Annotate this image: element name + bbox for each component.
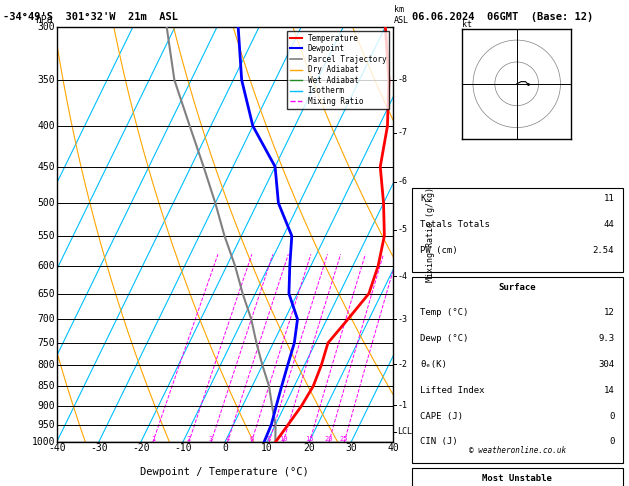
Text: 500: 500	[37, 198, 55, 208]
Text: 0: 0	[222, 443, 228, 453]
Text: 400: 400	[37, 121, 55, 131]
Text: -6: -6	[397, 177, 407, 186]
Text: 550: 550	[37, 231, 55, 241]
Text: kt: kt	[462, 20, 472, 29]
Text: PW (cm): PW (cm)	[420, 246, 458, 255]
Text: Surface: Surface	[499, 283, 536, 292]
Text: 11: 11	[604, 194, 615, 203]
Text: 06.06.2024  06GMT  (Base: 12): 06.06.2024 06GMT (Base: 12)	[412, 12, 593, 22]
Text: -3: -3	[397, 314, 407, 324]
Text: -34°49'S  301°32'W  21m  ASL: -34°49'S 301°32'W 21m ASL	[3, 12, 178, 22]
Text: 20: 20	[325, 436, 333, 442]
Text: -10: -10	[174, 443, 192, 453]
Text: LCL: LCL	[397, 427, 412, 436]
Text: Dewp (°C): Dewp (°C)	[420, 334, 469, 343]
Text: 1000: 1000	[31, 437, 55, 447]
Text: 850: 850	[37, 381, 55, 391]
Text: K: K	[420, 194, 426, 203]
Text: 20: 20	[303, 443, 315, 453]
Text: CIN (J): CIN (J)	[420, 437, 458, 446]
Text: Dewpoint / Temperature (°C): Dewpoint / Temperature (°C)	[140, 467, 309, 477]
Legend: Temperature, Dewpoint, Parcel Trajectory, Dry Adiabat, Wet Adiabat, Isotherm, Mi: Temperature, Dewpoint, Parcel Trajectory…	[287, 31, 389, 109]
Text: 304: 304	[598, 360, 615, 369]
Text: θₑ(K): θₑ(K)	[420, 360, 447, 369]
Text: -4: -4	[397, 272, 407, 280]
Text: -20: -20	[132, 443, 150, 453]
Text: -40: -40	[48, 443, 65, 453]
Text: 6: 6	[249, 436, 253, 442]
Text: 44: 44	[604, 220, 615, 229]
Text: 25: 25	[340, 436, 348, 442]
Text: 2.54: 2.54	[593, 246, 615, 255]
Text: Totals Totals: Totals Totals	[420, 220, 490, 229]
Text: 350: 350	[37, 75, 55, 85]
Text: 800: 800	[37, 360, 55, 370]
Text: 750: 750	[37, 338, 55, 348]
Text: Mixing Ratio (g/kg): Mixing Ratio (g/kg)	[426, 187, 435, 282]
Text: 1: 1	[151, 436, 155, 442]
Text: 0: 0	[609, 412, 615, 420]
Text: 9.3: 9.3	[598, 334, 615, 343]
Text: 30: 30	[345, 443, 357, 453]
Text: 10: 10	[261, 443, 273, 453]
Text: 2: 2	[187, 436, 191, 442]
Text: hPa: hPa	[35, 15, 52, 25]
Text: -1: -1	[397, 400, 407, 410]
Text: 14: 14	[604, 386, 615, 395]
Text: -30: -30	[90, 443, 108, 453]
Text: 300: 300	[37, 22, 55, 32]
Text: km
ASL: km ASL	[394, 5, 409, 25]
Text: 40: 40	[387, 443, 399, 453]
Text: 950: 950	[37, 419, 55, 430]
Text: -8: -8	[397, 75, 407, 85]
Text: 0: 0	[609, 437, 615, 446]
Text: 600: 600	[37, 261, 55, 271]
Text: CAPE (J): CAPE (J)	[420, 412, 464, 420]
Text: © weatheronline.co.uk: © weatheronline.co.uk	[469, 446, 566, 455]
Text: 10: 10	[279, 436, 287, 442]
Text: 4: 4	[225, 436, 230, 442]
Text: 15: 15	[305, 436, 314, 442]
Text: -2: -2	[397, 360, 407, 369]
Text: 12: 12	[604, 309, 615, 317]
Text: Most Unstable: Most Unstable	[482, 474, 552, 483]
Text: Lifted Index: Lifted Index	[420, 386, 485, 395]
Text: 900: 900	[37, 401, 55, 411]
Text: -7: -7	[397, 128, 407, 138]
Text: -5: -5	[397, 225, 407, 234]
Text: 700: 700	[37, 314, 55, 324]
Text: 450: 450	[37, 162, 55, 172]
Text: 8: 8	[267, 436, 271, 442]
Text: Temp (°C): Temp (°C)	[420, 309, 469, 317]
Text: 3: 3	[209, 436, 213, 442]
Text: 650: 650	[37, 289, 55, 298]
